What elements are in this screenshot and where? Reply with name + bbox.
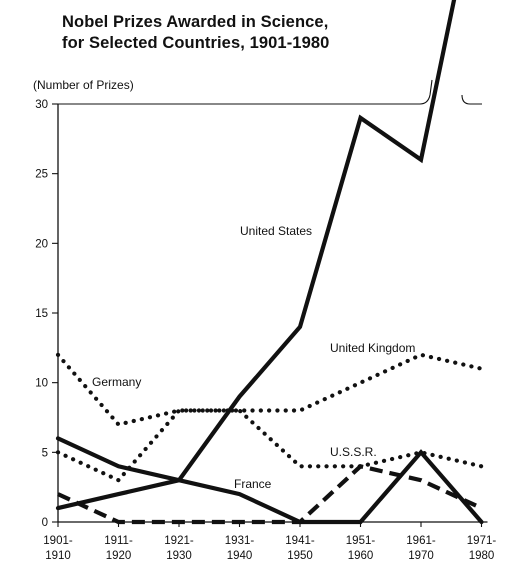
series-label-germany: Germany xyxy=(92,375,141,389)
y-tick-label: 20 xyxy=(35,238,48,250)
x-tick-label: 1961-1970 xyxy=(406,535,436,562)
top-frame-left xyxy=(58,79,433,105)
plot-area xyxy=(55,0,484,525)
y-tick-label: 10 xyxy=(35,378,48,390)
y-tick-label: 30 xyxy=(35,99,48,111)
series-label-united-states: United States xyxy=(240,224,312,238)
series-labels: United States United Kingdom Germany France… xyxy=(92,224,415,491)
chart-title: Nobel Prizes Awarded in Science, for Sel… xyxy=(62,12,329,54)
series-label-united-kingdom: United Kingdom xyxy=(330,341,415,355)
series-label-france: France xyxy=(234,477,272,491)
y-tick-label: 25 xyxy=(35,169,48,181)
chart-title-line-2: for Selected Countries, 1901-1980 xyxy=(62,34,330,52)
x-tick-label: 1941-1950 xyxy=(285,535,315,562)
y-axis-ticks: 0 5 10 15 20 25 30 xyxy=(35,99,58,529)
series-line-united-kingdom xyxy=(55,352,484,483)
x-tick-label: 1951-1960 xyxy=(346,535,376,562)
series-line-united-states xyxy=(55,0,457,511)
y-tick-label: 15 xyxy=(35,308,48,320)
x-tick-label: 1971-1980 xyxy=(467,535,497,562)
y-tick-label: 0 xyxy=(42,517,48,529)
top-frame-right xyxy=(461,94,482,105)
x-tick-label: 1911-1920 xyxy=(104,535,133,562)
x-tick-label: 1901-1910 xyxy=(43,535,73,562)
series-label-u-s-s-r: U.S.S.R. xyxy=(330,445,377,459)
x-axis-ticks: 1901-1910 1911-1920 1921-1930 1931-1940 1941… xyxy=(43,522,496,562)
series-line-france xyxy=(55,436,484,525)
chart-title-line-1: Nobel Prizes Awarded in Science, xyxy=(62,13,329,31)
y-axis-label: (Number of Prizes) xyxy=(33,78,134,92)
x-tick-label: 1921-1930 xyxy=(164,535,194,562)
x-tick-label: 1931-1940 xyxy=(225,535,255,562)
series-line-germany xyxy=(55,352,484,469)
y-tick-label: 5 xyxy=(42,447,48,459)
series-line-u-s-s-r xyxy=(57,464,483,525)
